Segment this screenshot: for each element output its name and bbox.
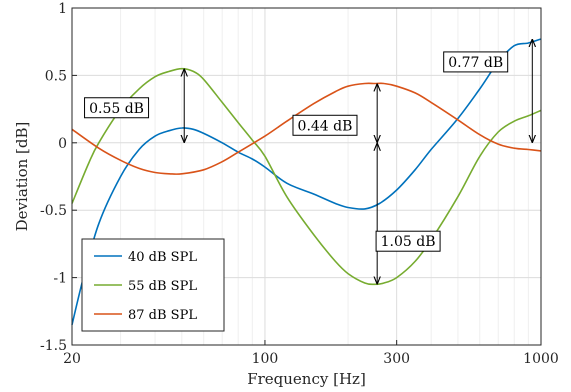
- annotation-box-1: [84, 97, 150, 119]
- y-axis-label: Deviation [dB]: [13, 122, 31, 232]
- y-tick-label: -1: [53, 271, 67, 287]
- y-tick-label: -0.5: [40, 203, 67, 219]
- annotation-box-3: [375, 230, 441, 252]
- y-tick-label: 0.5: [45, 68, 67, 84]
- y-tick-label: 0: [58, 136, 67, 152]
- annotation-box-2: [292, 114, 358, 136]
- legend-label-1: 40 dB SPL: [128, 250, 197, 265]
- y-tick-label: 1: [58, 1, 67, 17]
- plot-series: [71, 38, 542, 325]
- x-tick-label: 1000: [523, 351, 559, 367]
- annotation-box-4: [443, 51, 509, 73]
- annotations: 0.55 dB 0.44 dB 1.05 dB 0.77 dB: [84, 39, 533, 285]
- x-tick-label: 100: [252, 351, 279, 367]
- x-axis-label: Frequency [Hz]: [247, 370, 366, 388]
- legend-label-2: 55 dB SPL: [128, 279, 197, 294]
- series-line-3: [71, 82, 542, 175]
- annotation-label-3: 1.05 dB: [381, 234, 436, 250]
- annotation-label-2: 0.44 dB: [298, 118, 353, 134]
- annotation-label-1: 0.55 dB: [89, 101, 144, 117]
- annotation-label-4: 0.77 dB: [448, 55, 503, 71]
- legend-label-3: 87 dB SPL: [128, 308, 197, 323]
- axis-ticks: 20 100 300 1000 -1.5 -1 -0.5 0 0.5 1: [40, 1, 559, 367]
- series-line-1: [71, 38, 542, 325]
- y-tick-label: -1.5: [40, 338, 67, 354]
- legend: 40 dB SPL 55 dB SPL 87 dB SPL: [81, 238, 225, 332]
- axes-box: [71, 7, 542, 346]
- x-tick-label: 300: [383, 351, 410, 367]
- x-tick-label: 20: [63, 351, 81, 367]
- series-line-2: [71, 67, 542, 286]
